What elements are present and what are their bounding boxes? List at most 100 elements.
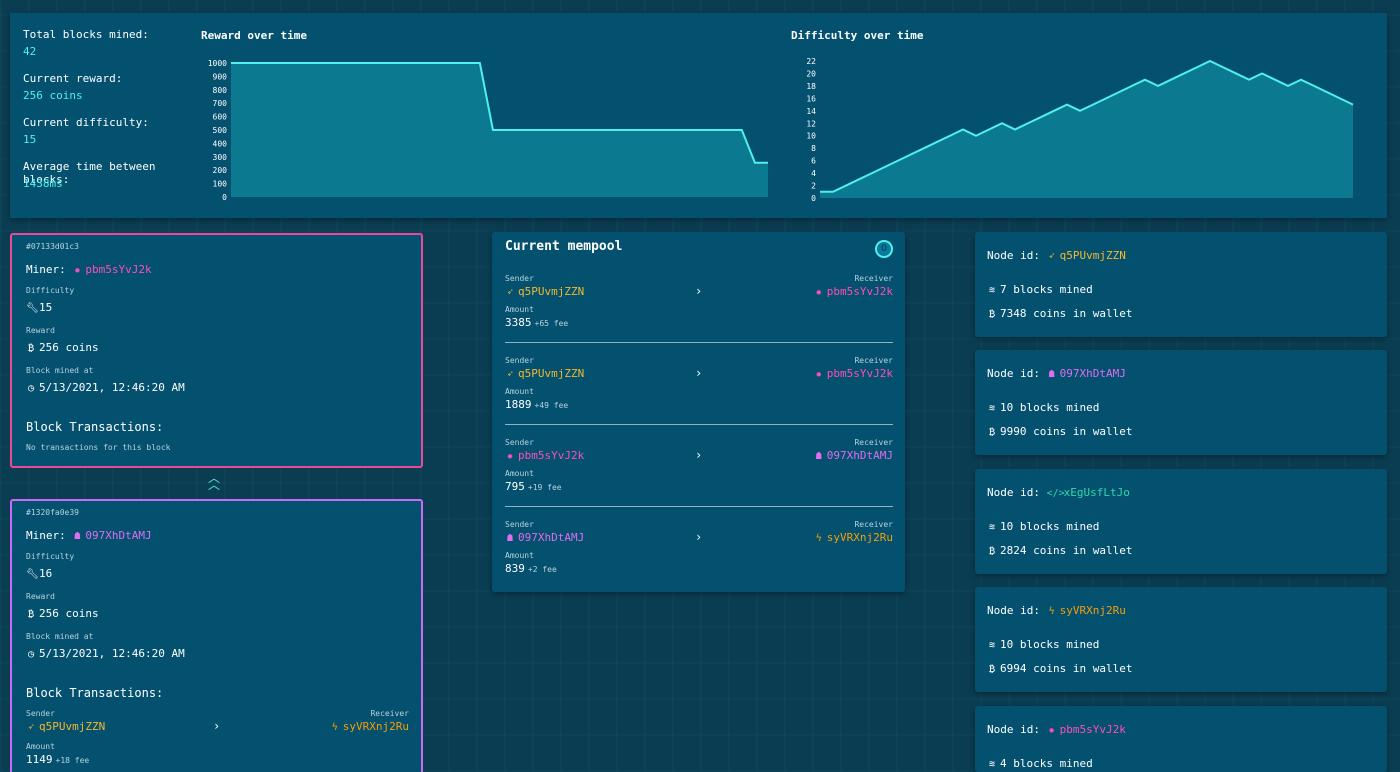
node-id-row: Node id: ➶ q5PUvmjZZN (987, 249, 1126, 262)
sender-id: ➶ q5PUvmjZZN (506, 285, 585, 298)
chevron-up-icon: ︿ ︿ (208, 471, 221, 492)
amount-label: Amount (505, 387, 534, 396)
mempool-transaction[interactable]: Sender Receiver ➶ q5PUvmjZZN › ✹ pbm5sYvJ2… (505, 356, 893, 426)
series-area (820, 61, 1353, 198)
node-blocks-mined: ≋ 10 blocks mined (988, 401, 1100, 414)
node-id: syVRXnj2Ru (1059, 604, 1126, 617)
block-card[interactable]: #07133d01c3 Miner: ✹ pbm5sYvJ2k Difficult… (10, 233, 423, 468)
receiver-id: ϟ syVRXnj2Ru (331, 720, 409, 733)
y-tick-label: 1000 (208, 59, 227, 68)
node-card[interactable]: Node id: ϟ syVRXnj2Ru ≋ 10 blocks mined ₿ 6… (975, 587, 1387, 692)
y-tick-label: 10 (806, 132, 816, 141)
receiver-label: Receiver (854, 520, 893, 529)
node-wallet: ₿ 9990 coins in wallet (988, 425, 1133, 438)
chevron-right-icon: › (695, 448, 703, 462)
receiver-id: ✹ pbm5sYvJ2k (815, 367, 893, 380)
mempool-transaction[interactable]: Sender Receiver ✹ pbm5sYvJ2k › ☗ 097XhDtAM… (505, 438, 893, 508)
current-difficulty-label: Current difficulty: (23, 116, 149, 129)
clock-icon: ◷ (27, 383, 35, 394)
y-tick-label: 500 (213, 126, 228, 135)
y-tick-label: 0 (811, 194, 816, 203)
amount-value: 839 +2 fee (505, 562, 557, 575)
difficulty-chart-title: Difficulty over time (791, 29, 924, 42)
node-card[interactable]: Node id: ✹ pbm5sYvJ2k ≋ 4 blocks mined (975, 706, 1387, 772)
node-card[interactable]: Node id: </>xEgUsfLtJo ≋ 10 blocks mined … (975, 469, 1387, 574)
ghost-icon: ☗ (1048, 369, 1055, 380)
fee-value: +18 fee (55, 756, 90, 765)
mempool-title: Current mempool (505, 239, 623, 254)
receiver-label: Receiver (370, 709, 409, 718)
layers-icon: ≋ (988, 403, 996, 414)
series-line (231, 62, 768, 164)
amount-value: 1889 +49 fee (505, 398, 569, 411)
sender-label: Sender (505, 438, 534, 447)
block-miner: Miner: ☗ 097XhDtAMJ (26, 529, 152, 542)
node-wallet: ₿ 7348 coins in wallet (988, 307, 1133, 320)
bolt-icon: ϟ (815, 533, 822, 544)
y-tick-label: 400 (213, 139, 228, 148)
sender-id: ➶ q5PUvmjZZN (27, 720, 106, 733)
receiver-label: Receiver (854, 274, 893, 283)
receiver-id: ☗ 097XhDtAMJ (815, 449, 893, 462)
sender-label: Sender (505, 274, 534, 283)
divider (505, 506, 893, 507)
y-tick-label: 16 (806, 94, 816, 103)
gear-icon: ✹ (815, 369, 822, 380)
stats-panel: Total blocks mined: 42 Current reward: 2… (10, 13, 1387, 218)
chevron-right-icon: › (695, 284, 703, 298)
amount-label: Amount (26, 742, 55, 751)
difficulty-label: Difficulty (26, 552, 75, 561)
y-tick-label: 6 (811, 157, 816, 166)
bolt-icon: ϟ (1048, 606, 1055, 617)
node-card[interactable]: Node id: ☗ 097XhDtAMJ ≋ 10 blocks mined ₿ 9… (975, 350, 1387, 455)
amount-label: Amount (505, 551, 534, 560)
gear-icon: ✹ (506, 451, 514, 462)
sender-id: ☗ 097XhDtAMJ (506, 531, 585, 544)
divider (505, 424, 893, 425)
amount-value: 795 +19 fee (505, 480, 562, 493)
y-tick-label: 20 (806, 69, 816, 78)
ghost-icon: ☗ (815, 451, 822, 462)
chevron-right-icon: › (695, 366, 703, 380)
amount-label: Amount (505, 305, 534, 314)
mempool-status-icon[interactable]: O (875, 240, 893, 258)
gear-icon: ✹ (74, 265, 81, 276)
avg-time-value: 1438ms (23, 177, 63, 190)
total-blocks-label: Total blocks mined: (23, 28, 149, 41)
current-reward-label: Current reward: (23, 72, 123, 85)
reward-value: ₿ 256 coins (27, 607, 99, 620)
node-id: q5PUvmjZZN (1059, 249, 1126, 262)
reward-chart: 0 100 200 300 400 500 600 700 800 900 1000 (208, 59, 769, 202)
y-tick-label: 0 (222, 193, 227, 202)
y-tick-label: 22 (806, 57, 816, 66)
sender-id: ➶ q5PUvmjZZN (506, 367, 585, 380)
block-card[interactable]: #1320fa0e39 Miner: ☗ 097XhDtAMJ Difficult… (10, 499, 423, 772)
rocket-icon: ➶ (1048, 251, 1055, 262)
y-tick-label: 18 (806, 82, 816, 91)
divider (505, 342, 893, 343)
bolt-icon: ϟ (331, 722, 338, 733)
stats-list: Total blocks mined: 42 Current reward: 2… (23, 28, 203, 204)
total-blocks-value: 42 (23, 45, 37, 58)
difficulty-value: 🔧︎16 (26, 567, 53, 580)
amount-value: 1149 +18 fee (26, 753, 90, 766)
coin-icon: ₿ (27, 609, 34, 620)
chevron-right-icon: › (695, 530, 703, 544)
difficulty-chart: 0 2 4 6 8 10 12 14 16 18 20 22 (806, 57, 1354, 203)
fee-value: +19 fee (527, 483, 562, 492)
y-tick-label: 100 (213, 180, 228, 189)
node-card[interactable]: Node id: ➶ q5PUvmjZZN ≋ 7 blocks mined ₿ 73… (975, 232, 1387, 337)
block-miner: Miner: ✹ pbm5sYvJ2k (26, 263, 152, 276)
y-tick-label: 14 (806, 107, 816, 116)
amount-value: 3385 +65 fee (505, 316, 569, 329)
sender-label: Sender (505, 520, 534, 529)
block-hash: #07133d01c3 (26, 242, 79, 251)
receiver-label: Receiver (854, 438, 893, 447)
block-transaction[interactable]: Sender Receiver ➶ q5PUvmjZZN › ϟ syVRXnj2R… (26, 709, 409, 766)
miner-id: pbm5sYvJ2k (85, 263, 152, 276)
mempool-transaction[interactable]: Sender Receiver ☗ 097XhDtAMJ › ϟ syVRXnj2R… (505, 520, 893, 590)
node-id: pbm5sYvJ2k (1059, 723, 1126, 736)
current-reward-value: 256 coins (23, 89, 83, 102)
mined-at-label: Block mined at (26, 632, 94, 641)
mempool-transaction[interactable]: Sender Receiver ➶ q5PUvmjZZN › ✹ pbm5sYvJ2… (505, 274, 893, 344)
